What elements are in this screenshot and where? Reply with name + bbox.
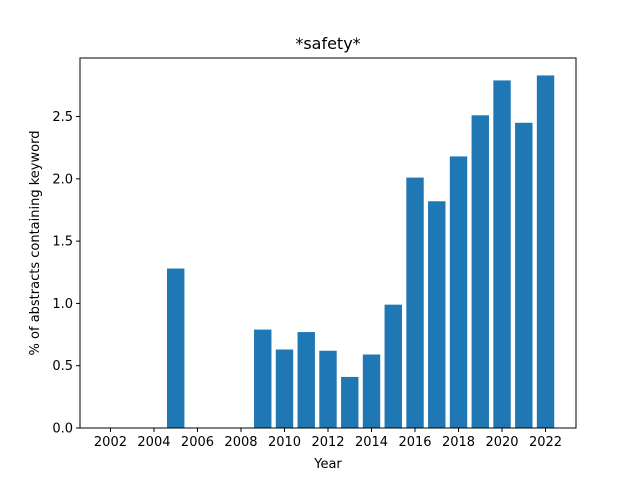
y-tick-label-1: 0.5 xyxy=(52,359,73,374)
bar-2010 xyxy=(275,349,294,428)
y-tick-label-5: 2.5 xyxy=(52,110,73,125)
x-axis-label: Year xyxy=(313,457,342,472)
bar-2012 xyxy=(319,350,337,428)
plot-frame xyxy=(79,57,577,429)
x-tick-label-2010: 2010 xyxy=(268,435,301,450)
bars-layer xyxy=(167,75,555,429)
chart-title: *safety* xyxy=(295,34,360,53)
bar-2021 xyxy=(515,122,533,428)
bar-2017 xyxy=(428,201,446,428)
y-axis-label: % of abstracts containing keyword xyxy=(28,131,43,356)
x-tick-label-2008: 2008 xyxy=(224,435,257,450)
bar-2019 xyxy=(471,115,489,428)
y-tick-label-3: 1.5 xyxy=(52,235,73,250)
x-tick-label-2020: 2020 xyxy=(485,435,518,450)
x-tick-label-2012: 2012 xyxy=(311,435,344,450)
x-tick-label-2004: 2004 xyxy=(137,435,170,450)
bar-2022 xyxy=(536,75,555,428)
bar-2016 xyxy=(406,177,424,428)
y-tick-label-4: 2.0 xyxy=(52,172,73,187)
x-tick-label-2014: 2014 xyxy=(355,435,388,450)
x-tick-label-2006: 2006 xyxy=(181,435,214,450)
x-tick-label-2022: 2022 xyxy=(529,435,562,450)
bar-2015 xyxy=(384,304,402,428)
bar-2018 xyxy=(449,156,468,429)
bar-2009 xyxy=(254,329,272,428)
x-tick-label-2018: 2018 xyxy=(442,435,475,450)
y-tick-label-2: 1.0 xyxy=(52,297,73,312)
x-tick-label-2016: 2016 xyxy=(398,435,431,450)
y-tick-label-0: 0.0 xyxy=(52,422,73,437)
bar-2020 xyxy=(493,80,511,429)
y-axis: 0.0 0.5 1.0 1.5 2.0 2.5 xyxy=(52,110,80,437)
bar-2005 xyxy=(167,268,185,428)
x-axis: 2002 2004 2006 2008 2010 2012 2014 2016 2018 2020… xyxy=(94,428,562,450)
x-tick-label-2002: 2002 xyxy=(94,435,127,450)
bar-2014 xyxy=(362,354,381,428)
bar-2013 xyxy=(341,376,359,428)
bar-2011 xyxy=(297,332,315,428)
